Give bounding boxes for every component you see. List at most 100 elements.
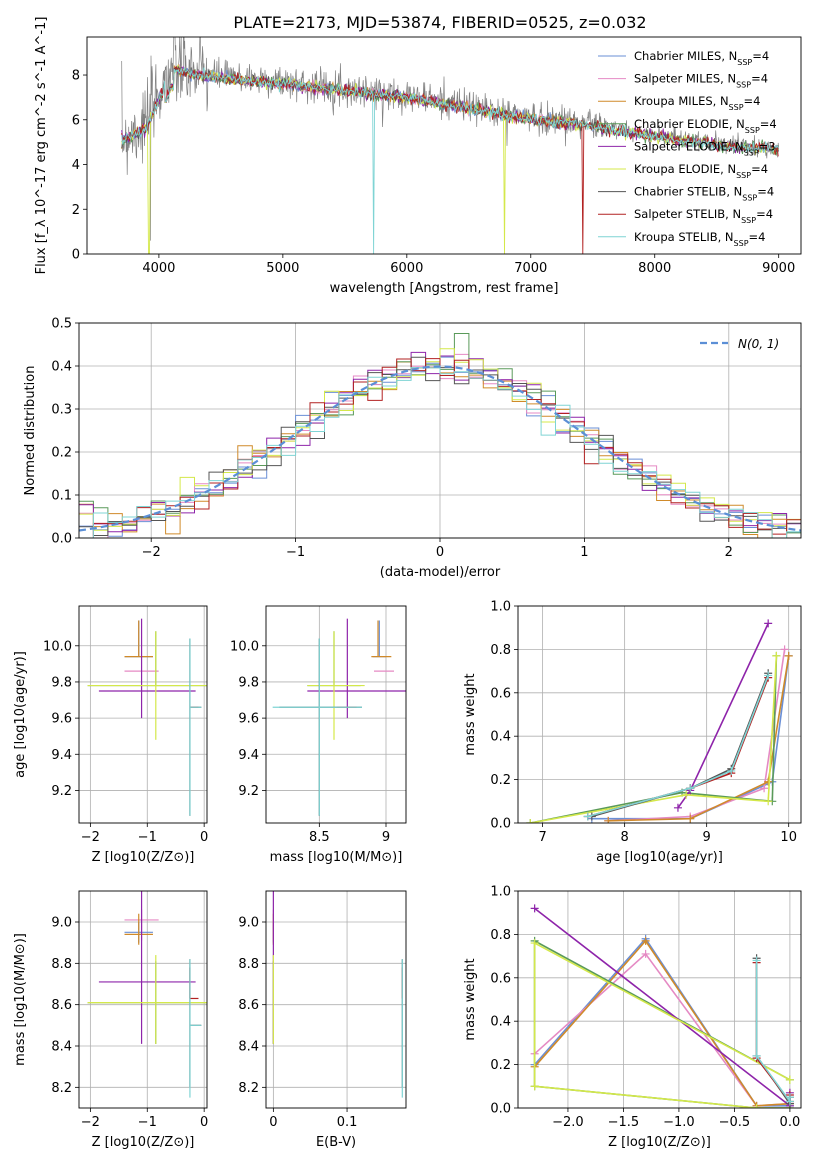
weight-point-marker [686, 784, 695, 793]
x-tick-label: 2 [725, 545, 733, 560]
weight-point-marker [764, 671, 773, 680]
x-tick-label: 10 [780, 830, 797, 845]
x-tick-label: 7 [538, 830, 546, 845]
x-tick-label: 8000 [638, 261, 671, 276]
y-tick-label: 9.6 [51, 712, 72, 727]
x-tick-label: −2 [81, 830, 100, 845]
model-spectrum-line [121, 66, 779, 254]
massweight-vs-Z-panel: −2.0 −1.5 −1.0 −0.5 0.0 0.0 0.2 0.4 0.6 0.8 1.0 Z [… [463, 885, 802, 1150]
x-tick-label: 9 [703, 830, 711, 845]
x-axis-label: wavelength [Angstrom, rest frame] [330, 281, 559, 296]
histogram-step [79, 367, 801, 538]
x-tick-label: 0 [436, 545, 444, 560]
y-axis-label: Normed distribution [23, 366, 38, 496]
y-tick-label: 0.4 [490, 730, 511, 745]
massweight-vs-age-panel: 7 8 9 10 0.0 0.2 0.4 0.6 0.8 1.0 age [log10(age/yr… [463, 600, 802, 865]
weight-point-marker [785, 1093, 794, 1102]
weight-point-marker [673, 803, 682, 812]
mass-vs-ebv-panel: 0 0.1 8.2 8.4 8.6 8.8 9.0 E(B-V) [238, 890, 407, 1150]
x-tick-label: −1.5 [608, 1115, 640, 1130]
x-tick-label: 9 [382, 830, 390, 845]
y-tick-label: 6 [72, 113, 80, 128]
weight-point-marker [752, 1051, 761, 1060]
y-tick-label: 0.6 [490, 971, 511, 986]
y-tick-label: 1.0 [490, 885, 511, 900]
legend-entry: Kroupa ELODIE, NSSP=4 [634, 162, 768, 180]
x-tick-label: −2 [142, 545, 161, 560]
y-tick-label: 9.4 [51, 748, 72, 763]
massweight-vs-age-plot-area [526, 619, 793, 823]
normal-curve [79, 365, 801, 532]
spectrum-legend: Chabrier MILES, NSSP=4 Salpeter MILES, NS… [598, 49, 777, 247]
weight-point-marker [764, 777, 773, 786]
residual-histogram-frame [78, 322, 802, 539]
weight-series-line [533, 939, 790, 1107]
y-tick-label: 0.5 [51, 317, 72, 332]
x-axis-label: mass [log10(M/M⊙)] [270, 850, 403, 865]
x-tick-label: 5000 [266, 261, 299, 276]
weight-series-line [587, 675, 769, 818]
y-tick-label: 0.3 [51, 403, 72, 418]
x-tick-label: −0.5 [719, 1115, 751, 1130]
x-tick-label: 8.5 [309, 830, 330, 845]
weight-point-marker [764, 619, 773, 628]
weight-series-line [530, 655, 778, 823]
age-vs-Z-plot-area [87, 618, 207, 816]
weight-point-marker [764, 797, 773, 806]
weight-series-line [608, 655, 790, 822]
y-tick-label: 8.8 [238, 957, 259, 972]
legend-entry: Chabrier STELIB, NSSP=4 [634, 185, 774, 203]
legend-entry: Salpeter MILES, NSSP=4 [634, 72, 768, 90]
legend-entry: Kroupa STELIB, NSSP=4 [634, 230, 765, 248]
massweight-vs-age-frame [517, 605, 802, 824]
y-tick-label: 8 [72, 69, 80, 84]
y-tick-label: 0.0 [490, 817, 511, 832]
spectrum-plot-area [121, 37, 780, 254]
y-axis-label: age [log10(age/yr)] [13, 651, 28, 778]
y-tick-label: 0.8 [490, 643, 511, 658]
y-tick-label: 9.0 [51, 916, 72, 931]
y-tick-label: 9.0 [238, 916, 259, 931]
y-tick-label: 0.2 [51, 446, 72, 461]
massweight-vs-Z-plot-area [530, 904, 794, 1108]
y-tick-label: 0.4 [490, 1015, 511, 1030]
weight-point-marker [772, 651, 781, 660]
x-axis-label: Z [log10(Z/Z⊙)] [608, 1135, 711, 1150]
y-tick-label: 9.6 [238, 712, 259, 727]
legend-entry: Chabrier MILES, NSSP=4 [634, 49, 769, 67]
weight-point-marker [760, 784, 769, 793]
weight-point-marker [530, 904, 539, 913]
y-tick-label: 8.8 [51, 957, 72, 972]
x-tick-label: 9000 [762, 261, 795, 276]
weight-point-marker [727, 766, 736, 775]
x-tick-label: 6000 [390, 261, 423, 276]
weight-point-marker [752, 1104, 761, 1108]
massweight-vs-Z-frame [517, 890, 802, 1109]
mass-vs-ebv-plot-area [272, 891, 403, 1098]
y-tick-label: 10.0 [43, 639, 72, 654]
x-tick-label: 0 [269, 1115, 277, 1130]
age-vs-mass-frame [265, 605, 407, 824]
weight-point-marker [583, 812, 592, 821]
y-tick-label: 8.6 [238, 998, 259, 1013]
legend-entry: N(0, 1) [738, 337, 779, 351]
x-tick-label: 0 [200, 830, 208, 845]
x-tick-label: −2 [81, 1115, 100, 1130]
y-tick-label: 9.4 [238, 748, 259, 763]
x-tick-label: −2.0 [552, 1115, 584, 1130]
age-vs-mass-panel: 8.5 9 9.2 9.4 9.6 9.8 10.0 mass [log10(M/M⊙)] [230, 605, 407, 865]
x-tick-label: 0.1 [337, 1115, 358, 1130]
spectrum-frame [86, 36, 802, 255]
weight-point-marker [641, 936, 650, 945]
age-vs-Z-panel: −2 −1 0 9.2 9.4 9.6 9.8 10.0 Z [log10(Z/Z⊙)] age … [13, 605, 208, 865]
legend-entry: Chabrier ELODIE, NSSP=4 [634, 117, 777, 135]
x-tick-label: 8 [620, 830, 628, 845]
y-axis-label: mass weight [463, 673, 478, 755]
age-vs-mass-plot-area [272, 618, 406, 816]
mass-vs-Z-frame [78, 890, 208, 1109]
y-tick-label: 0.2 [490, 773, 511, 788]
y-tick-label: 4 [72, 158, 80, 173]
weight-point-marker [641, 949, 650, 958]
